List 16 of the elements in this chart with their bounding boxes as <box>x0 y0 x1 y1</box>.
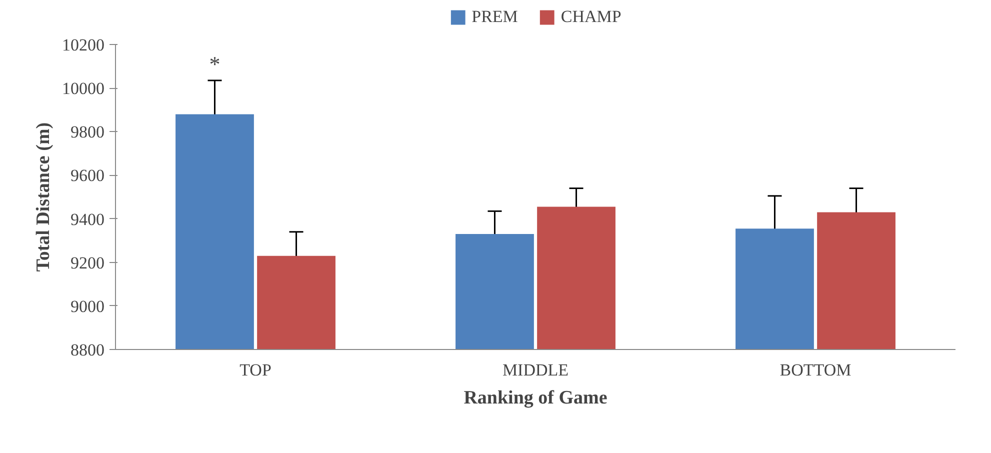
y-axis-title: Total Distance (m) <box>33 122 54 272</box>
y-tick-label: 9400 <box>70 210 104 229</box>
y-tick-label: 9200 <box>70 253 104 272</box>
x-tick-label: MIDDLE <box>502 360 569 380</box>
y-tick-label: 9600 <box>70 166 104 186</box>
annotation: * <box>209 51 220 76</box>
x-axis-title: Ranking of Game <box>464 388 608 408</box>
y-tick-label: 10200 <box>62 36 104 54</box>
x-tick-label: TOP <box>240 360 272 380</box>
legend-label: CHAMP <box>560 7 622 27</box>
y-tick-label: 9000 <box>70 296 104 316</box>
legend-label: PREM <box>472 7 518 27</box>
y-tick-label: 9800 <box>70 122 104 142</box>
x-tick-label: BOTTOM <box>780 360 852 380</box>
y-tick-label: 8800 <box>70 340 104 360</box>
y-tick-label: 10000 <box>62 79 104 98</box>
